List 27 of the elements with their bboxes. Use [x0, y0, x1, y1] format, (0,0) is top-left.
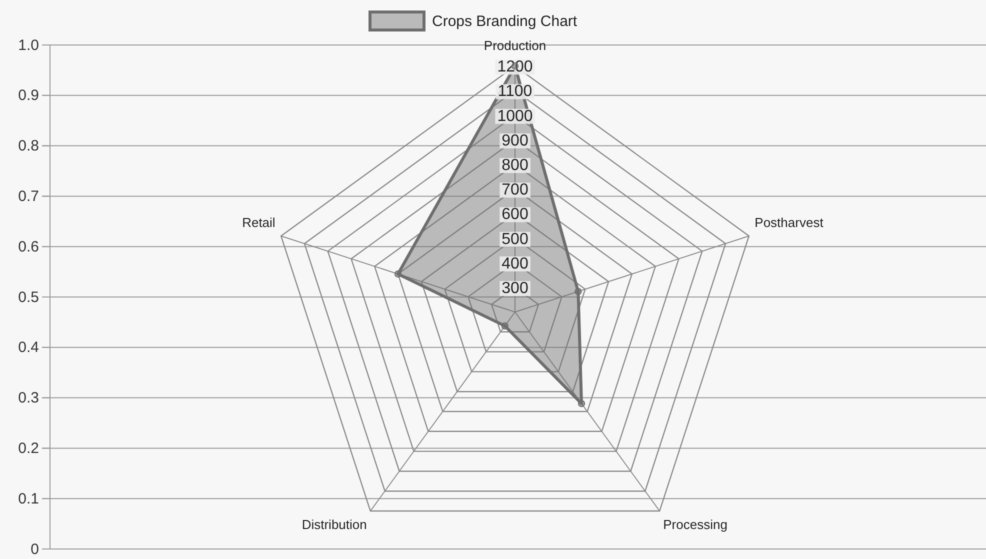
y-tick-label: 0.1 — [18, 490, 39, 508]
y-tick-label: 600 — [502, 206, 528, 224]
y-tick-label: 0 — [30, 540, 39, 558]
y-tick-label: 1100 — [498, 83, 532, 100]
y-tick-label: 300 — [502, 280, 528, 297]
y-tick-label: 1000 — [497, 108, 533, 125]
y-tick-label: 800 — [502, 157, 528, 174]
y-tick-label: 0.5 — [18, 288, 39, 306]
y-tick-label: 1200 — [497, 58, 533, 76]
spoke-label: Production — [484, 38, 546, 53]
spoke-label: Retail — [242, 214, 276, 230]
legend-label: Crops Branding Chart — [432, 13, 578, 30]
y-tick-label: 900 — [502, 132, 528, 150]
spoke-label: Processing — [663, 517, 728, 532]
y-tick-label: 0.3 — [18, 390, 39, 407]
y-tick-label: 500 — [502, 230, 528, 248]
y-tick-label: 0.7 — [18, 188, 39, 205]
y-tick-label: 700 — [502, 182, 528, 199]
y-tick-label: 0.2 — [18, 440, 39, 457]
spoke-label: Distribution — [302, 517, 367, 532]
y-tick-label: 1.0 — [18, 36, 39, 54]
y-tick-label: 0.8 — [18, 138, 39, 155]
y-tick-label: 0.9 — [18, 87, 39, 104]
y-tick-label: 0.4 — [18, 339, 39, 356]
spoke-label: Postharvest — [754, 214, 824, 230]
y-tick-label: 400 — [502, 255, 528, 272]
y-tick-label: 0.6 — [18, 238, 39, 256]
